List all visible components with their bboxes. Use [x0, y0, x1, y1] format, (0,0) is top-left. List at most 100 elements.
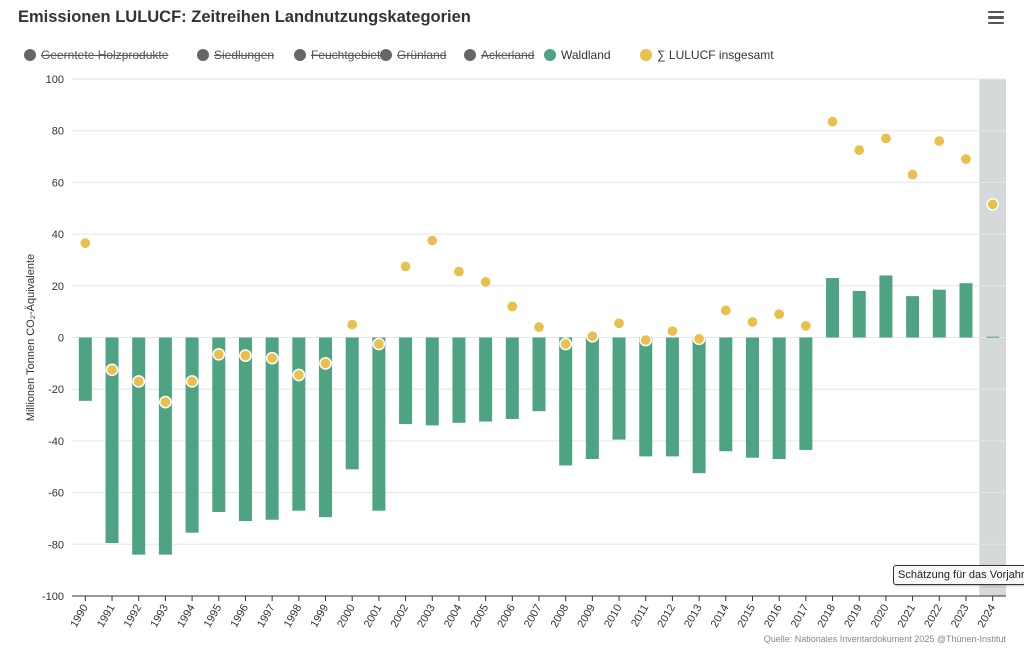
x-tick-label: 2000 [335, 603, 358, 630]
legend-item-2[interactable]: Feuchtgebiete [294, 48, 387, 62]
legend-item-0[interactable]: Geerntete Holzprodukte [24, 48, 168, 62]
legend-label: ∑ LULUCF insgesamt [657, 48, 774, 62]
legend-label: Waldland [561, 48, 611, 62]
point-lulucf-2008 [559, 337, 573, 351]
x-tick-label: 2005 [469, 603, 492, 630]
x-tick-label: 2014 [709, 603, 732, 630]
point-lulucf-2021 [906, 168, 919, 181]
legend-label: Feuchtgebiete [311, 48, 388, 62]
bar-waldland-2016 [772, 337, 786, 459]
bar-waldland-2014 [719, 337, 733, 452]
x-tick-label: 1992 [122, 603, 145, 630]
x-tick-label: 1999 [308, 603, 331, 630]
bar-waldland-2023 [959, 283, 973, 338]
legend-item-6[interactable]: ∑ LULUCF insgesamt [640, 48, 774, 62]
point-lulucf-2009 [586, 329, 599, 343]
x-tick-label: 2010 [602, 603, 625, 630]
y-tick-label: 100 [46, 74, 64, 86]
chart-title: Emissionen LULUCF: Zeitreihen Landnutzun… [18, 8, 471, 26]
x-tick-label: 1995 [202, 603, 225, 630]
point-lulucf-2011 [639, 333, 653, 347]
point-lulucf-1993 [159, 395, 172, 409]
bar-waldland-1993 [158, 337, 172, 555]
x-tick-label: 2019 [842, 603, 865, 630]
x-tick-label: 2012 [655, 603, 678, 630]
legend-label: Ackerland [481, 48, 535, 62]
x-tick-label: 2018 [816, 603, 839, 630]
legend-label: Siedlungen [214, 48, 275, 62]
bar-waldland-2019 [852, 290, 866, 338]
x-tick-label: 2020 [869, 603, 892, 630]
bar-waldland-2010 [612, 337, 626, 440]
x-tick-label: 2015 [735, 603, 758, 630]
x-tick-label: 2004 [442, 603, 465, 630]
bar-waldland-2020 [879, 275, 893, 338]
legend-item-1[interactable]: Siedlungen [197, 48, 274, 62]
x-tick-label: 1997 [255, 603, 278, 630]
bar-waldland-1996 [238, 337, 252, 522]
x-tick-label: 1990 [68, 603, 91, 630]
bar-waldland-1999 [319, 337, 333, 518]
point-lulucf-2003 [425, 234, 439, 247]
bar-waldland-2008 [559, 337, 573, 466]
point-lulucf-2015 [746, 315, 759, 329]
hamburger-menu-icon[interactable] [988, 11, 1004, 25]
point-lulucf-1997 [265, 351, 279, 365]
y-tick-label: -80 [48, 539, 64, 551]
bar-waldland-2001 [372, 337, 386, 511]
point-lulucf-2000 [345, 318, 359, 331]
y-tick-label: 20 [52, 281, 64, 293]
bar-waldland-2022 [932, 289, 946, 338]
legend-label: Geerntete Holzprodukte [41, 48, 169, 62]
point-lulucf-2020 [879, 132, 893, 145]
x-tick-label: 2021 [896, 603, 919, 630]
point-lulucf-2018 [826, 115, 839, 129]
bar-waldland-2005 [479, 337, 493, 422]
point-lulucf-2001 [372, 337, 386, 351]
x-tick-label: 2024 [976, 603, 999, 630]
bar-waldland-2015 [745, 337, 759, 458]
bar-waldland-2018 [826, 278, 840, 338]
point-lulucf-1990 [78, 236, 92, 250]
bar-waldland-1990 [78, 337, 92, 401]
point-lulucf-2012 [666, 324, 679, 338]
point-lulucf-2010 [612, 316, 626, 330]
legend-item-4[interactable]: Ackerland [464, 48, 534, 62]
bar-waldland-2011 [639, 337, 653, 457]
bar-waldland-2002 [399, 337, 413, 425]
bar-waldland-2021 [906, 296, 920, 338]
bar-waldland-2012 [665, 337, 679, 457]
bar-waldland-2007 [532, 337, 546, 412]
legend-marker-icon [380, 49, 392, 61]
x-tick-label: 2023 [949, 603, 972, 630]
bar-waldland-2003 [425, 337, 439, 426]
point-lulucf-1996 [239, 349, 252, 362]
y-tick-label: -60 [48, 488, 64, 500]
x-tick-label: 2006 [495, 603, 518, 630]
legend-marker-icon [640, 49, 652, 61]
bar-waldland-2013 [692, 337, 706, 474]
y-tick-label: 80 [52, 126, 64, 138]
x-tick-label: 1991 [95, 603, 118, 630]
legend-item-3[interactable]: Grünland [380, 48, 446, 62]
point-lulucf-2002 [399, 260, 412, 273]
y-tick-label: 60 [52, 177, 64, 189]
bar-waldland-2017 [799, 337, 813, 450]
legend-marker-icon [544, 49, 556, 61]
bar-waldland-1994 [185, 337, 199, 533]
y-axis-label: Millionen Tonnen CO₂-Äquivalente [25, 254, 37, 421]
point-lulucf-2004 [452, 265, 466, 278]
point-lulucf-2016 [772, 307, 786, 321]
estimate-tooltip: Schätzung für das Vorjahr [893, 565, 1024, 585]
point-lulucf-1992 [132, 375, 146, 388]
legend-marker-icon [294, 49, 306, 61]
bar-waldland-1995 [212, 337, 226, 512]
y-tick-label: -100 [42, 591, 64, 603]
legend-label: Grünland [397, 48, 447, 62]
legend-item-5[interactable]: Waldland [544, 48, 611, 62]
point-lulucf-1994 [185, 375, 199, 388]
x-tick-label: 2017 [789, 603, 812, 630]
bar-waldland-1992 [132, 337, 146, 555]
x-tick-label: 2022 [922, 603, 945, 630]
